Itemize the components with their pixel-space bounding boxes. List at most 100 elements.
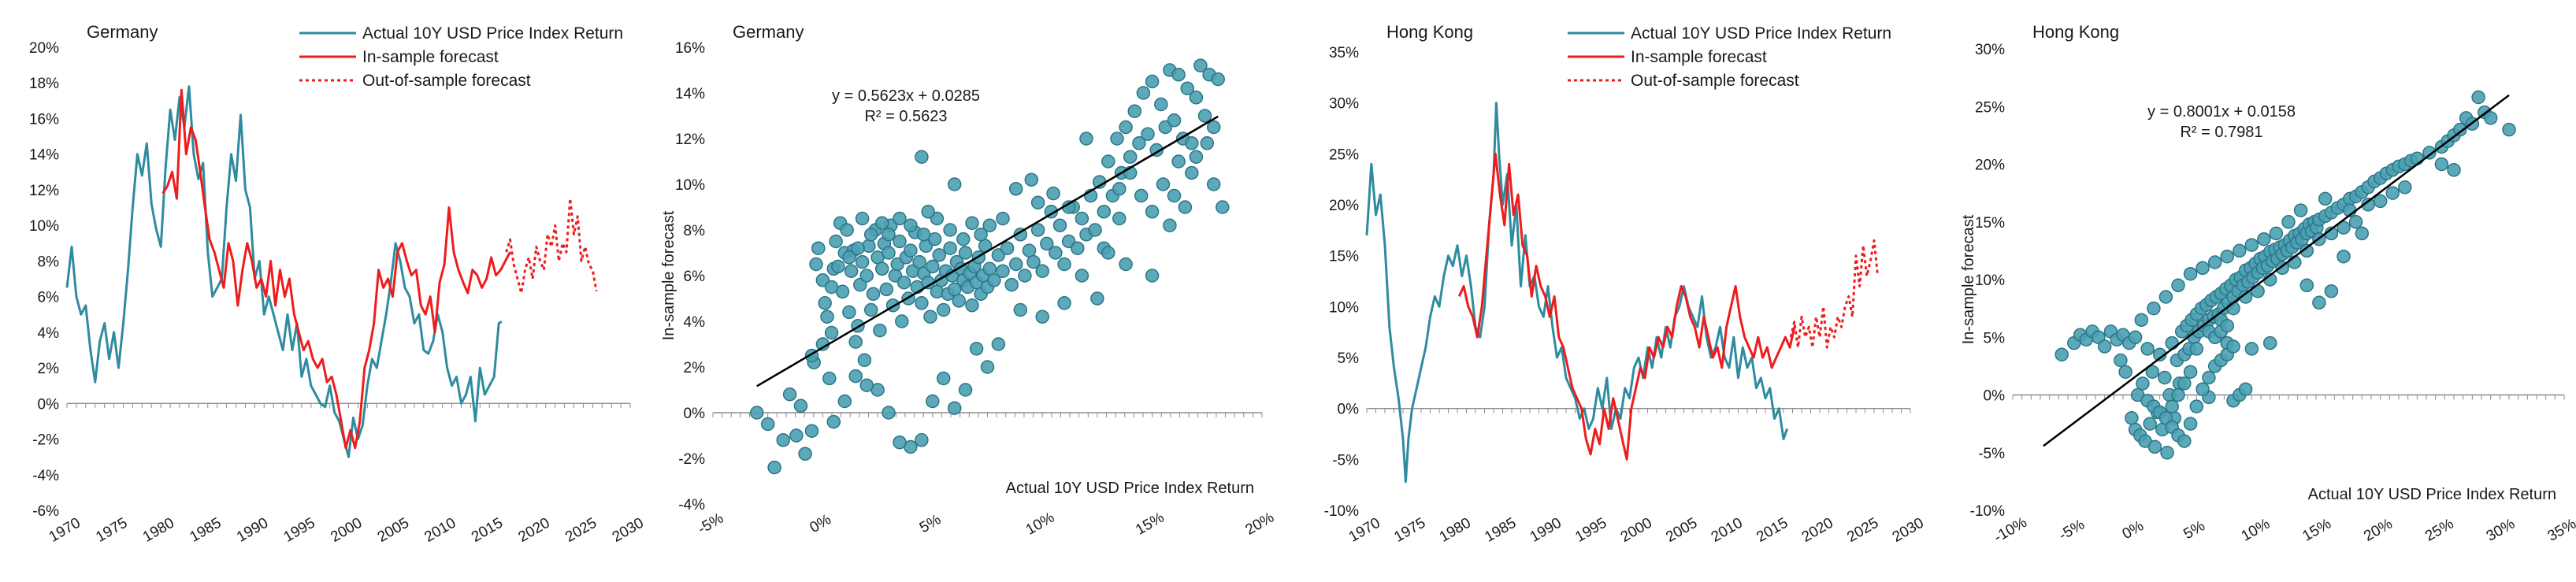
scatter-point (1075, 269, 1089, 283)
scatter-point (947, 177, 962, 191)
scatter-point (798, 447, 812, 461)
x-tick-label: 5% (917, 511, 944, 536)
scatter-point (853, 277, 867, 292)
x-tick-label: 2025 (1844, 515, 1881, 546)
scatter-point (2410, 151, 2425, 165)
scatter-point (1110, 132, 1124, 146)
scatter-point (2244, 342, 2259, 356)
scatter-point (2299, 278, 2314, 293)
x-tick-label: 1990 (234, 515, 271, 546)
scatter-point (895, 314, 909, 328)
scatter-point (855, 254, 870, 269)
x-tick-label: 20% (1243, 510, 1278, 539)
y-tick-label: 15% (1975, 215, 2005, 232)
scatter-point (958, 383, 973, 397)
y-tick-label: 0% (1338, 402, 1360, 418)
scatter-point (2422, 146, 2437, 160)
scatter-point (879, 282, 894, 297)
scatter-point (923, 310, 937, 324)
scatter-point (1018, 269, 1032, 283)
scatter-point (2502, 122, 2516, 137)
scatter-point (2158, 290, 2173, 304)
scatter-point (1206, 177, 1221, 191)
chart-title: Hong Kong (1386, 22, 1473, 42)
legend-label: In-sample forecast (1631, 48, 1767, 66)
y-tick-label: 5% (1338, 350, 1360, 367)
scatter-point (866, 287, 881, 301)
scatter-point (1112, 182, 1127, 196)
x-tick-label: 1985 (187, 515, 224, 546)
x-tick-label: 1995 (1572, 515, 1609, 546)
x-tick-label: 1980 (140, 515, 177, 546)
scatter-point (1040, 236, 1054, 251)
scatter-point (2054, 347, 2069, 361)
scatter-point (2293, 203, 2308, 217)
x-tick-label: 1995 (281, 515, 318, 546)
scatter-point (855, 211, 870, 226)
scatter-point (1013, 302, 1028, 317)
scatter-point (1079, 132, 1093, 146)
y-tick-label: 6% (38, 290, 60, 306)
scatter-point (2114, 353, 2128, 368)
scatter-point (1163, 218, 1177, 232)
scatter-point (2136, 376, 2150, 391)
scatter-point (1101, 246, 1115, 260)
scatter-point (760, 417, 775, 432)
scatter-point (915, 296, 929, 310)
y-tick-label: 10% (1975, 272, 2005, 289)
x-tick-label: 25% (2422, 516, 2457, 545)
scatter-point (1030, 223, 1045, 237)
x-tick-label: 2010 (1709, 515, 1746, 546)
scatter-point (1127, 104, 1142, 118)
scatter-point (915, 433, 929, 447)
scatter-point (958, 246, 973, 260)
scatter-point (882, 246, 896, 260)
y-tick-label: 15% (1329, 249, 1359, 265)
scatter-point (2183, 365, 2198, 379)
scatter-point (793, 399, 808, 413)
y-tick-label: 16% (29, 111, 59, 128)
scatter-point (809, 257, 823, 272)
scatter-point (893, 435, 907, 450)
scatter-point (2238, 290, 2253, 304)
scatter-point (1013, 228, 1028, 242)
scatter-point (956, 232, 971, 247)
x-tick-label: 15% (2299, 516, 2334, 545)
scatter-point (904, 243, 918, 258)
series-line-outsample (1789, 239, 1880, 349)
scatter-point (811, 241, 826, 255)
y-tick-label: 10% (29, 218, 59, 235)
scatter-point (1167, 113, 1182, 128)
scatter-point (1132, 136, 1146, 150)
y-tick-label: -10% (1324, 503, 1359, 520)
scatter-point (2183, 417, 2198, 431)
y-tick-label: 25% (1975, 99, 2005, 116)
y-tick-label: 4% (684, 314, 706, 331)
scatter-point (2337, 221, 2351, 235)
y-tick-label: 0% (38, 396, 60, 413)
y-tick-label: 10% (675, 177, 705, 194)
y-tick-label: 2% (38, 361, 60, 377)
scatter-point (1154, 97, 1168, 112)
scatter-point (848, 369, 863, 384)
scatter-point (1141, 127, 1155, 141)
scatter-point (1119, 257, 1133, 272)
series-line-insample (1457, 152, 1796, 461)
scatter-point (2118, 365, 2132, 379)
scatter-point (2134, 313, 2149, 328)
scatter-point (767, 460, 781, 475)
y-tick-label: -5% (1978, 446, 2005, 462)
x-tick-label: 1985 (1482, 515, 1519, 546)
scatter-point (874, 261, 889, 276)
y-tick-label: 10% (1329, 299, 1359, 316)
legend-label: Out-of-sample forecast (1631, 72, 1799, 90)
x-axis-label: Actual 10Y USD Price Index Return (2308, 486, 2556, 503)
regression-equation: y = 0.8001x + 0.0158 (2147, 103, 2296, 120)
scatter-point (824, 280, 839, 295)
x-tick-label: 20% (2361, 516, 2396, 545)
chart-title: Germany (87, 22, 158, 42)
scatter-point (916, 228, 931, 242)
trend-line (2043, 94, 2510, 447)
x-tick-label: 2005 (375, 515, 412, 546)
